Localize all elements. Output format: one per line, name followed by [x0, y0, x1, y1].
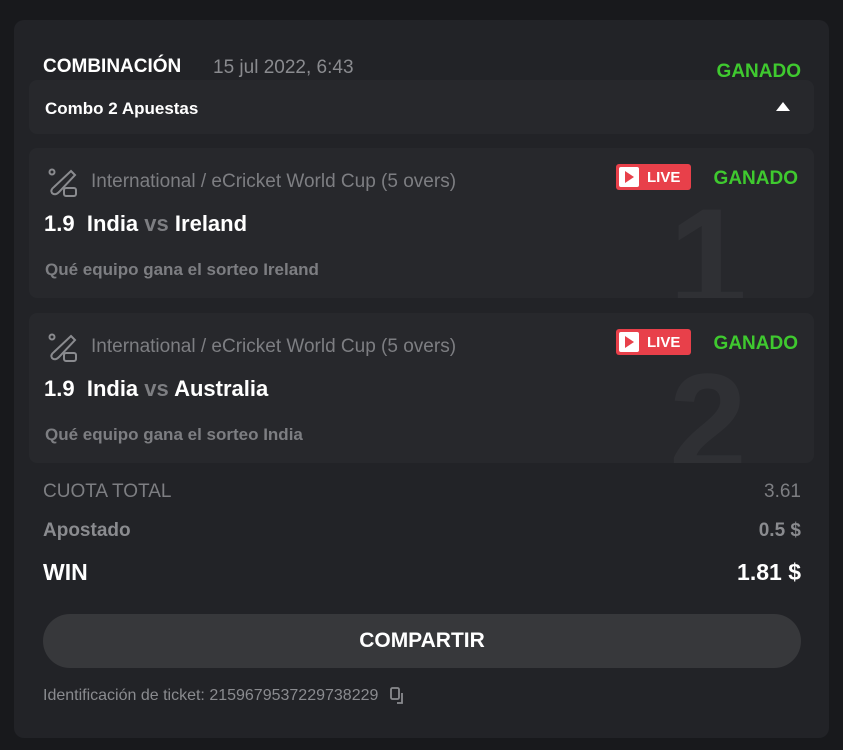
total-odds-row: CUOTA TOTAL 3.61: [43, 481, 801, 503]
bet-status: GANADO: [716, 61, 801, 82]
play-icon: [619, 167, 639, 187]
ecricket-icon: [48, 168, 77, 197]
live-label: LIVE: [647, 333, 681, 351]
share-button[interactable]: COMPARTIR: [43, 614, 801, 668]
ecricket-icon: [48, 333, 77, 362]
total-odds-value: 3.61: [764, 481, 801, 502]
selection: Qué equipo gana el sorteo India: [45, 425, 303, 444]
competition: International / eCricket World Cup (5 ov…: [91, 336, 457, 357]
staked-value: 0.5 $: [758, 520, 801, 541]
vs: vs: [144, 211, 169, 236]
copy-icon[interactable]: [388, 686, 408, 706]
leg-number: 2: [669, 344, 747, 464]
bet-type: COMBINACIÓN: [43, 56, 182, 77]
staked-row: Apostado 0.5 $: [43, 520, 801, 542]
combo-label: Combo 2 Apuestas: [45, 99, 199, 118]
staked-label: Apostado: [43, 520, 131, 541]
away-team: Ireland: [174, 211, 248, 236]
match: 1.9 India vs Australia: [44, 376, 268, 402]
total-odds-label: CUOTA TOTAL: [43, 481, 172, 502]
match: 1.9 India vs Ireland: [44, 211, 247, 237]
win-value: 1.81 $: [737, 559, 801, 585]
play-icon: [619, 332, 639, 352]
bet-leg-1: 1 International / eCricket World Cup (5 …: [29, 148, 814, 298]
away-team: Australia: [174, 376, 269, 401]
live-label: LIVE: [647, 168, 681, 186]
live-badge[interactable]: LIVE: [616, 164, 691, 190]
odds: 1.9: [44, 211, 75, 236]
odds: 1.9: [44, 376, 75, 401]
chevron-up-icon[interactable]: [776, 102, 790, 111]
win-row: WIN 1.81 $: [43, 559, 801, 586]
win-label: WIN: [43, 559, 88, 585]
leg-status: GANADO: [713, 333, 798, 354]
bet-leg-2: 2 International / eCricket World Cup (5 …: [29, 313, 814, 463]
leg-status: GANADO: [713, 168, 798, 189]
bet-date: 15 jul 2022, 6:43: [213, 57, 354, 78]
home-team: India: [86, 211, 139, 236]
home-team: India: [86, 376, 139, 401]
ticket-id: Identificación de ticket: 21596795372297…: [43, 686, 408, 706]
live-badge[interactable]: LIVE: [616, 329, 691, 355]
bet-card: COMBINACIÓN 15 jul 2022, 6:43 GANADO Com…: [14, 20, 829, 738]
competition: International / eCricket World Cup (5 ov…: [91, 171, 457, 192]
combo-toggle[interactable]: Combo 2 Apuestas: [29, 80, 814, 134]
ticket-label: Identificación de ticket: 21596795372297…: [43, 687, 379, 704]
selection: Qué equipo gana el sorteo Ireland: [45, 260, 319, 279]
vs: vs: [144, 376, 169, 401]
leg-number: 1: [669, 179, 747, 299]
